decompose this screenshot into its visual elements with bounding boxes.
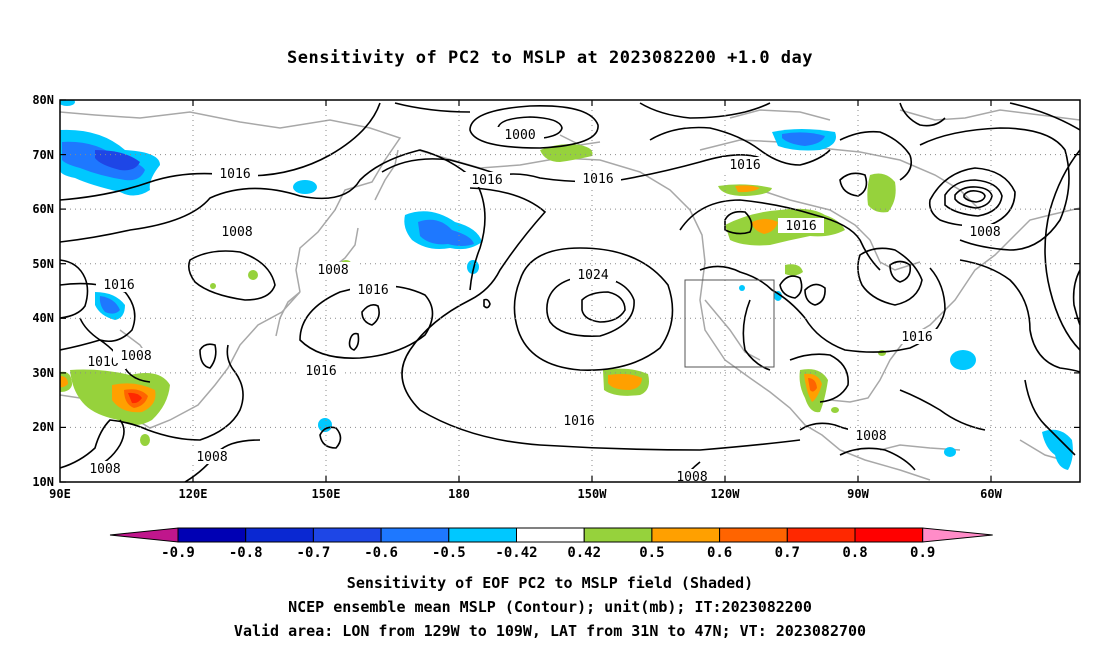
lon-tick-label: 120W [711, 487, 741, 501]
contour-label: 1008 [221, 225, 252, 240]
colorbar-label: 0.42 [567, 545, 601, 561]
lon-tick-label: 120E [179, 487, 208, 501]
contour-label: 1016 [901, 330, 932, 345]
lat-tick-label: 30N [32, 366, 54, 380]
lat-tick-label: 60N [32, 202, 54, 216]
valid-area-box [684, 279, 775, 368]
colorbar-label: 0.8 [842, 545, 867, 561]
colorbar-swatch [448, 527, 517, 543]
colorbar-label: -0.42 [495, 545, 537, 561]
contour-label: 1000 [504, 128, 535, 143]
contour-label: 1016 [87, 355, 118, 370]
colorbar-swatch [380, 527, 450, 543]
contour-label: 1008 [120, 349, 151, 364]
colorbar: -0.9 -0.8 -0.7 -0.6 -0.5 -0.42 0.42 0.5 0.6 0.7 0.… [109, 527, 993, 561]
mslp-contours [60, 102, 1080, 482]
contour-label: 1008 [89, 462, 120, 477]
coastlines [60, 109, 1080, 481]
colorbar-high-cap [922, 527, 993, 543]
contour-label: 1024 [577, 268, 608, 283]
colorbar-low-cap [109, 527, 179, 543]
contour-label: 1016 [582, 172, 613, 187]
colorbar-label: 0.7 [775, 545, 800, 561]
lat-tick-label: 10N [32, 475, 54, 489]
chart-title: Sensitivity of PC2 to MSLP at 2023082200… [286, 48, 813, 68]
contour-label: 1016 [219, 167, 250, 182]
colorbar-label: -0.5 [432, 545, 466, 561]
contour-label: 1016 [563, 414, 594, 429]
lon-tick-label: 90W [847, 487, 869, 501]
colorbar-swatch [516, 527, 585, 543]
lat-tick-label: 70N [32, 148, 54, 162]
colorbar-label: -0.7 [297, 545, 331, 561]
contour-label: 1016 [305, 364, 336, 379]
colorbar-swatch [719, 527, 788, 543]
caption-line-3: Valid area: LON from 129W to 109W, LAT f… [233, 622, 867, 640]
lon-tick-label: 60W [980, 487, 1002, 501]
lat-tick-label: 40N [32, 311, 54, 325]
contour-label: 1008 [196, 450, 227, 465]
lat-tick-label: 20N [32, 420, 54, 434]
contour-label: 1016 [103, 278, 134, 293]
map-frame [59, 99, 1081, 483]
caption-line-1: Sensitivity of EOF PC2 to MSLP field (Sh… [346, 574, 754, 592]
longitude-labels: 90E 120E 150E 180 150W 120W 90W 60W [49, 487, 1002, 501]
lon-tick-label: 90E [49, 487, 71, 501]
colorbar-label: -0.9 [161, 545, 195, 561]
contour-label: 1008 [676, 470, 707, 485]
colorbar-label: -0.8 [229, 545, 263, 561]
colorbar-swatch [786, 527, 856, 543]
contour-label: 1008 [317, 263, 348, 278]
colorbar-swatch [854, 527, 924, 543]
contour-labels: 1000 1016 1016 1016 1016 1008 1016 1008 … [80, 127, 1008, 485]
colorbar-label: 0.5 [639, 545, 664, 561]
latitude-labels: 80N 70N 60N 50N 40N 30N 20N 10N [32, 93, 54, 489]
colorbar-label: 0.6 [707, 545, 732, 561]
contour-label: 1016 [357, 283, 388, 298]
lon-tick-label: 180 [448, 487, 470, 501]
lat-tick-label: 80N [32, 93, 54, 107]
contour-label: 1008 [855, 429, 886, 444]
caption-line-2: NCEP ensemble mean MSLP (Contour); unit(… [288, 598, 812, 616]
colorbar-swatch [177, 527, 247, 543]
colorbar-label: -0.6 [364, 545, 398, 561]
contour-label: 1016 [729, 158, 760, 173]
contour-label: 1016 [785, 219, 816, 234]
lat-tick-label: 50N [32, 257, 54, 271]
colorbar-swatch [651, 527, 721, 543]
lon-tick-label: 150W [578, 487, 608, 501]
axis-ticks [60, 99, 1080, 483]
lon-tick-label: 150E [312, 487, 341, 501]
colorbar-swatch [245, 527, 314, 543]
colorbar-swatch [583, 527, 653, 543]
colorbar-swatch [312, 527, 382, 543]
colorbar-label: 0.9 [910, 545, 935, 561]
contour-label: 1016 [471, 173, 502, 188]
contour-label: 1008 [969, 225, 1000, 240]
